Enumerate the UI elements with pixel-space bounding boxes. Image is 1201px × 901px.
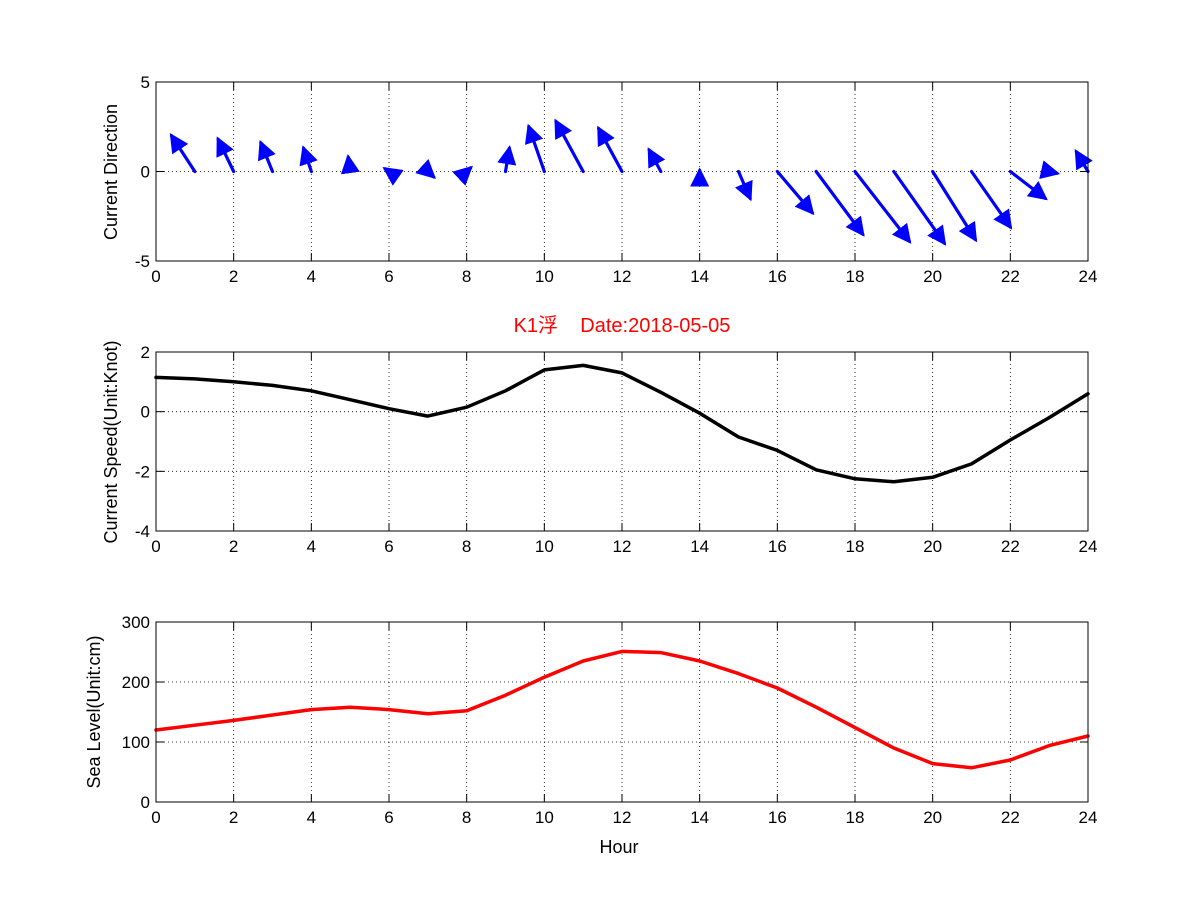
sea-level-x-tick-label: 8	[462, 808, 471, 827]
sea-level-x-tick-label: 2	[229, 808, 238, 827]
current-arrow	[299, 145, 318, 174]
current-arrow	[340, 154, 360, 175]
direction-y-label: Current Direction	[101, 104, 121, 240]
direction-x-tick-label: 14	[690, 267, 709, 286]
speed-x-tick-label: 0	[151, 537, 160, 556]
direction-x-tick-label: 12	[613, 267, 632, 286]
speed-x-tick-label: 22	[1001, 537, 1020, 556]
speed-y-tick-label: -4	[135, 522, 150, 541]
current-arrow	[216, 136, 236, 174]
current-arrow	[853, 169, 912, 244]
direction-x-tick-label: 22	[1001, 267, 1020, 286]
speed-x-tick-label: 8	[462, 537, 471, 556]
direction-x-tick-label: 16	[768, 267, 787, 286]
current-arrow	[452, 165, 473, 186]
speed-series-line	[154, 363, 1090, 484]
current-arrow	[734, 169, 753, 202]
current-arrow	[169, 133, 197, 174]
direction-x-tick-label: 0	[151, 267, 160, 286]
sea-level-y-tick-label: 0	[141, 793, 150, 812]
speed-x-tick-label: 10	[535, 537, 554, 556]
current-arrow	[775, 169, 815, 216]
direction-x-tick-label: 2	[229, 267, 238, 286]
direction-x-tick-label: 20	[923, 267, 942, 286]
current-arrow	[382, 166, 404, 186]
direction-panel: 0 2 4 6 8 10 12 14 16 18 20 22 24-505 Current Direct…	[101, 73, 1097, 286]
current-arrow	[931, 169, 978, 243]
sea-level-x-tick-label: 10	[535, 808, 554, 827]
direction-y-tick-label: -5	[135, 252, 150, 271]
current-arrow	[1008, 169, 1048, 201]
speed-x-tick-label: 16	[768, 537, 787, 556]
current-arrow	[814, 169, 865, 237]
speed-panel: K1浮 Date:2018-05-05 0 2 4 6 8 10 12 14 16 18 20 22 2…	[101, 314, 1097, 556]
chart-title: K1浮 Date:2018-05-05	[514, 314, 731, 337]
sea-level-x-tick-label: 20	[923, 808, 942, 827]
speed-x-tick-label: 12	[613, 537, 632, 556]
speed-x-tick-label: 14	[690, 537, 709, 556]
speed-x-tick-label: 24	[1079, 537, 1098, 556]
speed-x-tick-label: 4	[307, 537, 316, 556]
sea-level-y-tick-label: 100	[122, 733, 150, 752]
sea-level-x-tick-label: 12	[613, 808, 632, 827]
speed-x-tick-label: 20	[923, 537, 942, 556]
current-arrow	[597, 125, 624, 174]
current-arrow	[969, 169, 1013, 230]
current-arrow	[1039, 160, 1061, 180]
sea-level-y-tick-label: 200	[122, 673, 150, 692]
sea-level-x-tick-label: 4	[307, 808, 316, 827]
sea-level-series-line	[154, 649, 1090, 770]
sea-level-x-tick-label: 24	[1079, 808, 1098, 827]
direction-x-tick-label: 10	[535, 267, 554, 286]
sea-level-x-tick-label: 16	[768, 808, 787, 827]
speed-y-tick-label: -2	[135, 462, 150, 481]
direction-y-tick-label: 0	[141, 163, 150, 182]
speed-y-tick-label: 0	[141, 403, 150, 422]
current-arrow	[497, 145, 517, 174]
direction-y-tick-label: 5	[141, 73, 150, 92]
x-axis-label: Hour	[599, 837, 638, 857]
current-arrow	[1074, 149, 1093, 174]
direction-x-tick-label: 24	[1079, 267, 1098, 286]
sea-level-x-tick-label: 18	[846, 808, 865, 827]
current-arrow	[892, 169, 947, 246]
speed-y-label: Current Speed(Unit:Knot)	[101, 340, 121, 543]
current-arrow	[415, 158, 437, 180]
current-arrow	[257, 139, 276, 174]
speed-y-tick-label: 2	[141, 343, 150, 362]
sea-level-x-tick-label: 22	[1001, 808, 1020, 827]
speed-x-tick-label: 2	[229, 537, 238, 556]
speed-x-tick-label: 18	[846, 537, 865, 556]
direction-x-tick-label: 8	[462, 267, 471, 286]
sea-level-y-tick-label: 300	[122, 613, 150, 632]
speed-x-tick-label: 6	[384, 537, 393, 556]
current-arrow	[647, 147, 666, 174]
sea-level-x-tick-label: 6	[384, 808, 393, 827]
sea-level-x-tick-label: 14	[690, 808, 709, 827]
direction-x-tick-label: 4	[307, 267, 316, 286]
sea-level-y-label: Sea Level(Unit:cm)	[84, 635, 104, 788]
direction-x-tick-label: 18	[846, 267, 865, 286]
sea-level-x-tick-label: 0	[151, 808, 160, 827]
current-arrow	[554, 118, 585, 174]
current-arrow	[524, 123, 546, 174]
direction-x-tick-label: 6	[384, 267, 393, 286]
